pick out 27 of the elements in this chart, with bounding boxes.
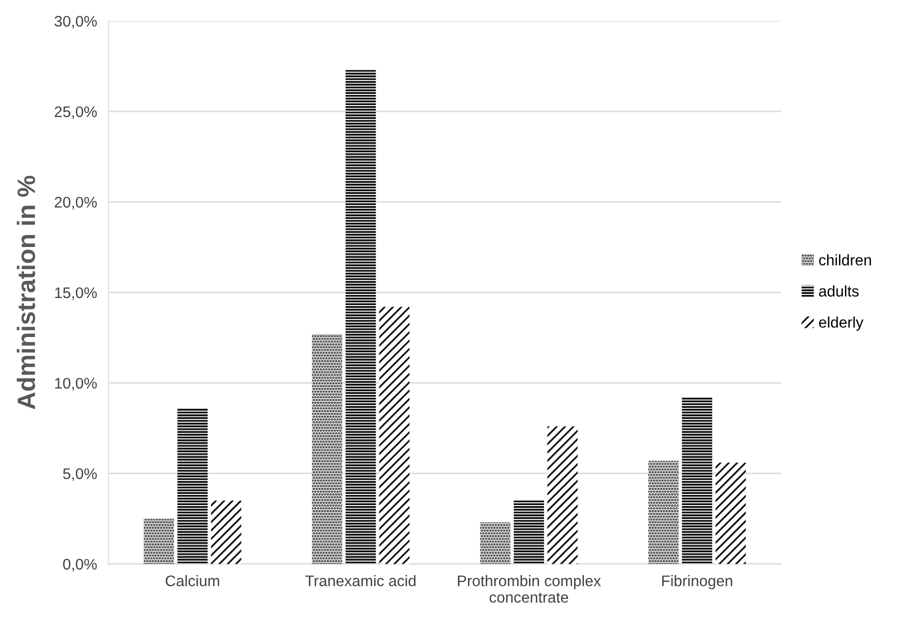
bar [682, 397, 712, 564]
bar [177, 408, 208, 564]
x-tick-label: Calcium [166, 575, 220, 586]
x-tick-label: Prothrombin complex concentrate [458, 575, 601, 603]
bar [716, 462, 746, 564]
y-tick-label: 5,0% [63, 468, 97, 481]
y-tick-label: 15,0% [55, 287, 97, 300]
y-axis-title: Administration in % [16, 176, 36, 410]
bar [312, 334, 342, 564]
x-tick-label: Tranexamic acid [305, 575, 416, 586]
bar [480, 522, 510, 564]
bar [547, 426, 578, 564]
y-tick-label: 25,0% [54, 106, 97, 119]
y-tick-label: 30,0% [54, 16, 97, 28]
bar [648, 460, 679, 564]
y-tick-label: 20,0% [54, 196, 97, 210]
legend-label: children [819, 254, 871, 266]
bar [514, 500, 544, 564]
y-tick-label: 10,0% [55, 378, 97, 390]
bar [144, 518, 174, 564]
legend-label: adults [819, 285, 859, 297]
legend-label: elderly [819, 316, 864, 331]
bar [211, 500, 242, 564]
bar [379, 306, 410, 564]
y-tick-label: 0,0% [63, 558, 97, 572]
x-tick-label: Fibrinogen [662, 575, 732, 590]
bar [346, 70, 376, 564]
